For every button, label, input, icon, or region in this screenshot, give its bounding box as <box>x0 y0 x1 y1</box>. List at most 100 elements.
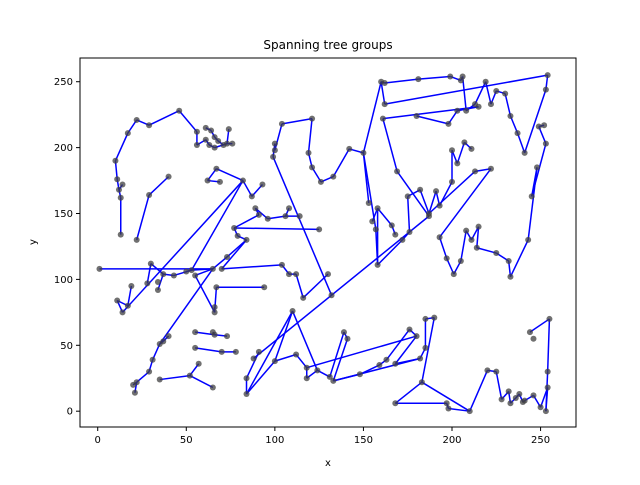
tree-edge <box>428 190 437 214</box>
tree-edge <box>274 353 297 362</box>
data-point <box>215 138 222 145</box>
data-point <box>296 213 303 220</box>
data-point <box>461 139 468 146</box>
y-axis: 0 50 100 150 200 250 <box>54 77 80 418</box>
tree-edge <box>538 126 547 144</box>
data-point <box>507 273 514 280</box>
data-point <box>192 329 199 336</box>
y-tick-label: 50 <box>60 341 73 352</box>
data-point <box>133 236 140 243</box>
data-point <box>535 123 542 130</box>
tree-edge <box>306 335 417 369</box>
data-point <box>286 205 293 212</box>
data-point <box>542 86 549 93</box>
data-point <box>493 87 500 94</box>
data-point <box>445 120 452 127</box>
data-point <box>546 315 553 322</box>
data-point <box>239 177 246 184</box>
data-point <box>192 272 199 279</box>
data-point <box>188 267 195 274</box>
data-point <box>243 375 250 382</box>
data-point <box>243 391 250 398</box>
tree-edge <box>121 180 244 313</box>
data-point <box>271 147 278 154</box>
data-point <box>270 153 277 160</box>
data-point <box>192 344 199 351</box>
tree-edge <box>377 239 403 266</box>
tree-edge <box>460 230 467 262</box>
data-point <box>209 265 216 272</box>
data-point <box>117 194 124 201</box>
data-point <box>229 140 236 147</box>
data-point <box>147 260 154 267</box>
data-point <box>202 124 209 131</box>
data-point <box>415 76 422 83</box>
data-point <box>309 115 316 122</box>
tree-edge <box>516 132 526 154</box>
tree-edge <box>159 268 214 345</box>
data-point <box>528 193 535 200</box>
tree-edge <box>245 351 260 379</box>
tree-edge <box>178 110 198 133</box>
tree-edge <box>234 227 320 231</box>
x-axis: 0 50 100 150 200 250 <box>95 427 550 446</box>
data-point <box>208 127 215 134</box>
x-tick-label: 100 <box>265 435 284 446</box>
data-point <box>193 141 200 148</box>
data-point <box>502 90 509 97</box>
tree-edge <box>438 168 492 238</box>
data-point <box>183 268 190 275</box>
tree-edge <box>384 78 419 84</box>
tree-edge <box>114 160 118 180</box>
data-point <box>356 371 363 378</box>
data-point <box>381 101 388 108</box>
data-point <box>303 375 310 382</box>
tree-edge <box>159 374 190 381</box>
tree-edge <box>448 407 470 412</box>
data-point <box>521 397 528 404</box>
data-point <box>406 326 413 333</box>
data-point <box>418 379 425 386</box>
tree-edge <box>509 239 529 278</box>
data-point <box>128 282 135 289</box>
data-point <box>115 186 122 193</box>
tree-edge <box>189 374 214 389</box>
tree-edge <box>127 285 133 306</box>
x-tick-label: 50 <box>180 435 193 446</box>
data-point <box>154 286 161 293</box>
y-tick-label: 0 <box>67 407 73 418</box>
data-point <box>475 103 482 110</box>
data-point <box>243 236 250 243</box>
data-point <box>293 271 300 278</box>
data-point <box>252 205 259 212</box>
data-point <box>498 396 505 403</box>
tree-edge <box>456 142 466 164</box>
data-point <box>372 226 379 233</box>
data-point <box>193 128 200 135</box>
data-point <box>234 232 241 239</box>
data-point <box>117 231 124 238</box>
data-point <box>160 271 167 278</box>
data-point <box>413 333 420 340</box>
data-point <box>146 122 153 129</box>
data-point <box>232 348 239 355</box>
data-point <box>325 271 331 278</box>
tree-edge <box>295 273 304 299</box>
data-point <box>259 181 266 188</box>
data-point <box>326 373 333 380</box>
data-point <box>404 193 411 200</box>
data-point <box>204 177 211 184</box>
data-point <box>443 400 450 407</box>
tree-edge <box>114 132 129 162</box>
data-point <box>445 405 452 412</box>
data-point <box>170 272 177 279</box>
data-point <box>165 333 172 340</box>
tree-edge <box>148 110 180 126</box>
data-point <box>146 368 153 375</box>
data-point <box>507 400 514 407</box>
data-point <box>255 211 262 218</box>
tree-edge <box>194 275 216 313</box>
data-point <box>392 360 399 367</box>
tree-edge <box>212 256 228 270</box>
